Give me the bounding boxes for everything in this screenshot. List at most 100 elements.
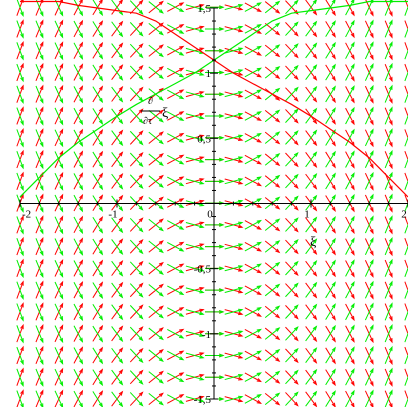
field-arrow-head [388, 55, 393, 61]
field-arrow [404, 259, 408, 270]
field-arrow-head [369, 272, 374, 278]
field-arrow [345, 259, 355, 277]
field-arrow-head [39, 62, 44, 69]
field-arrow-head [199, 265, 205, 269]
field-arrow-head [79, 294, 84, 300]
field-arrow-head [179, 334, 185, 339]
field-arrow [325, 281, 336, 299]
field-arrow-head [118, 390, 124, 396]
field-arrow [404, 92, 408, 103]
field-arrow [285, 391, 299, 406]
field-arrow [244, 132, 262, 143]
field-arrow-shaft [185, 156, 204, 163]
field-arrow-head [312, 107, 318, 113]
field-arrow-head [98, 303, 104, 309]
field-arrow-head [138, 336, 144, 342]
field-arrow-shaft [73, 173, 83, 190]
field-arrow [111, 347, 124, 364]
field-arrow [364, 128, 374, 147]
field-arrow [404, 42, 408, 53]
field-arrow-shaft [54, 20, 64, 38]
field-arrow-head [20, 62, 24, 69]
field-arrow-head [79, 141, 84, 148]
field-arrow [404, 179, 408, 190]
field-arrow-shaft [305, 64, 317, 81]
field-arrow-shaft [404, 259, 408, 270]
field-arrow [224, 178, 244, 185]
field-arrow-head [219, 331, 225, 336]
field-arrow [224, 265, 244, 272]
field-arrow-head [275, 87, 281, 93]
field-arrow-head [388, 294, 393, 300]
y-tick-label: -1 [202, 329, 211, 341]
field-arrow [54, 151, 64, 170]
field-arrow-head [369, 228, 374, 235]
field-arrow-head [59, 76, 64, 82]
field-arrow-shaft [167, 2, 184, 12]
field-arrow-head [118, 194, 124, 200]
field-arrow [305, 85, 318, 102]
field-arrow-head [59, 367, 64, 374]
field-arrow [264, 174, 281, 188]
field-arrow-shaft [404, 325, 408, 336]
field-arrow-head [331, 250, 336, 256]
field-arrow-head [238, 156, 244, 160]
field-arrow-head [312, 336, 318, 343]
field-arrow [264, 109, 281, 123]
field-arrow [73, 107, 84, 126]
field-arrow [404, 71, 408, 82]
field-arrow-shaft [185, 243, 204, 250]
field-arrow-shaft [285, 65, 299, 80]
field-arrow-head [138, 118, 144, 124]
field-arrow [92, 282, 104, 300]
field-arrow-head [98, 63, 104, 69]
field-arrow [35, 172, 44, 191]
field-arrow [92, 21, 104, 38]
field-arrow-shaft [224, 309, 243, 315]
field-arrow-head [256, 312, 262, 317]
field-arrow-head [256, 394, 262, 399]
field-arrow-shaft [224, 4, 243, 11]
field-arrow-head [219, 179, 225, 184]
field-arrow [185, 265, 205, 272]
field-arrow [54, 129, 64, 148]
field-arrow-head [331, 380, 336, 387]
field-arrow-shaft [364, 151, 374, 168]
field-arrow-head [59, 41, 64, 47]
field-arrow-head [199, 395, 205, 400]
field-arrow-head [256, 372, 262, 377]
field-arrow-head [369, 389, 374, 395]
field-arrow-head [20, 106, 24, 112]
field-arrow [92, 173, 104, 191]
field-arrow-head [179, 285, 185, 290]
field-arrow-shaft [73, 303, 83, 321]
field-arrow-head [256, 138, 262, 143]
field-arrow [129, 152, 144, 168]
field-arrow-shaft [264, 153, 280, 166]
field-arrow-head [179, 394, 185, 399]
field-arrow-shaft [111, 391, 123, 407]
field-arrow-shaft [305, 260, 317, 276]
field-arrow-head [388, 193, 393, 199]
field-arrow-shaft [364, 281, 374, 299]
field-arrow-head [238, 69, 244, 73]
field-arrow [325, 216, 336, 233]
field-arrow-head [39, 163, 44, 170]
field-arrow-shaft [404, 288, 408, 299]
field-arrow [244, 328, 262, 339]
field-arrow [129, 22, 144, 37]
field-arrow [129, 174, 144, 189]
field-arrow [305, 216, 318, 233]
field-arrow-head [350, 172, 355, 178]
field-arrow-head [98, 206, 104, 212]
field-arrow-head [369, 41, 374, 47]
field-arrow [73, 238, 84, 256]
field-arrow-shaft [16, 216, 24, 234]
field-arrow-head [179, 263, 185, 268]
field-arrow-head [350, 63, 355, 69]
field-arrow-head [275, 218, 281, 223]
field-arrow-head [256, 350, 262, 355]
field-arrow-shaft [305, 282, 317, 298]
field-arrow-shaft [364, 368, 374, 386]
field-arrow-head [350, 98, 355, 104]
